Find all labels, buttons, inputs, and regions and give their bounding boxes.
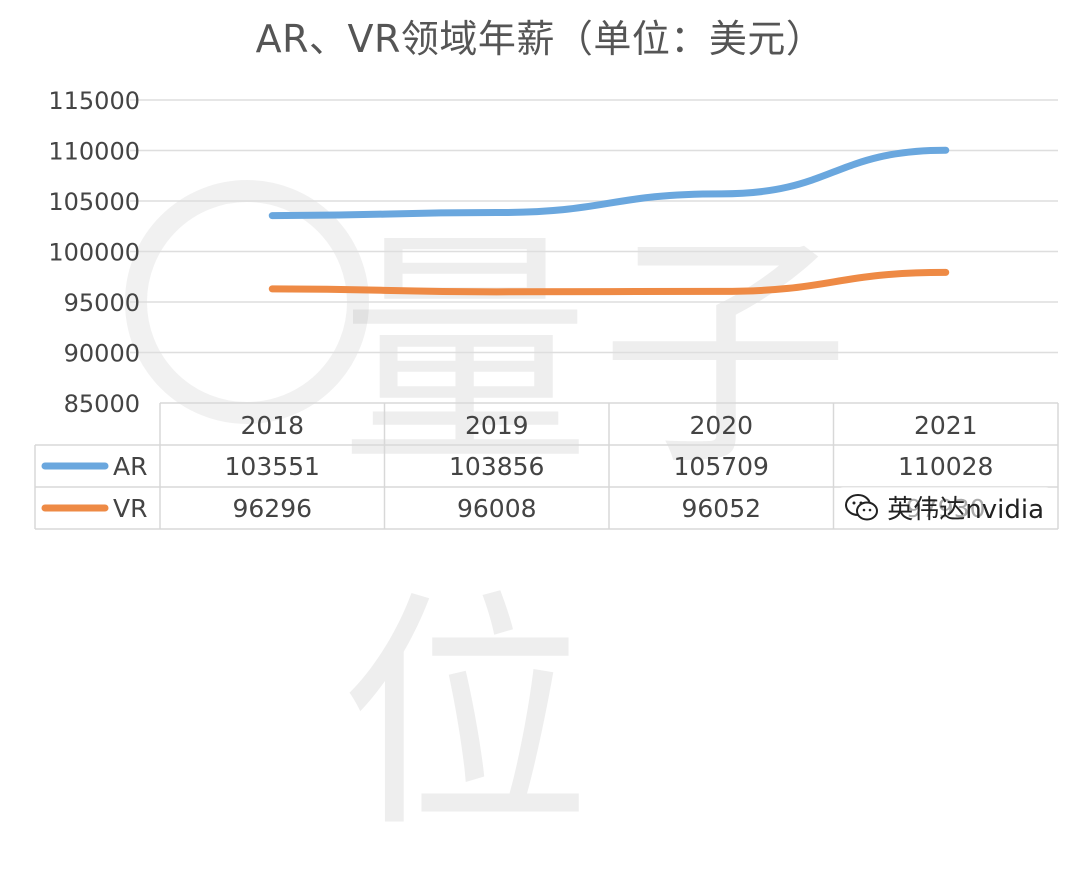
chart-svg: 115000110000105000100000950009000085000 … <box>0 0 1080 550</box>
data-cell: 105709 <box>674 452 769 481</box>
series-line-vr <box>272 272 946 291</box>
wechat-account-name: 英伟达nvidia <box>887 489 1044 526</box>
legend-label: AR <box>113 452 147 481</box>
legend-label: VR <box>113 494 147 523</box>
wechat-account-tag: 英伟达nvidia <box>839 487 1050 528</box>
data-cell: 103551 <box>225 452 320 481</box>
y-axis-ticks: 115000 110000 105000 100000 95000 90000 85000 <box>48 87 140 418</box>
x-category-label: 2019 <box>465 411 529 440</box>
series-lines <box>272 150 946 292</box>
y-tick-label: 90000 <box>64 340 140 368</box>
gridlines <box>130 100 1058 353</box>
data-cell: 96052 <box>681 494 761 523</box>
wechat-icon <box>845 494 879 522</box>
series-line-ar <box>272 150 946 215</box>
x-category-label: 2018 <box>240 411 304 440</box>
y-tick-label: 115000 <box>48 87 140 115</box>
y-tick-label: 95000 <box>64 289 140 317</box>
y-tick-label: 110000 <box>48 138 140 166</box>
x-category-label: 2020 <box>689 411 753 440</box>
data-cell: 96296 <box>232 494 312 523</box>
y-tick-label: 100000 <box>48 239 140 267</box>
data-cell: 96008 <box>457 494 537 523</box>
x-category-label: 2021 <box>914 411 978 440</box>
y-tick-label: 105000 <box>48 188 140 216</box>
y-tick-label: 85000 <box>64 390 140 418</box>
data-cell: 110028 <box>898 452 993 481</box>
data-cell: 103856 <box>449 452 544 481</box>
